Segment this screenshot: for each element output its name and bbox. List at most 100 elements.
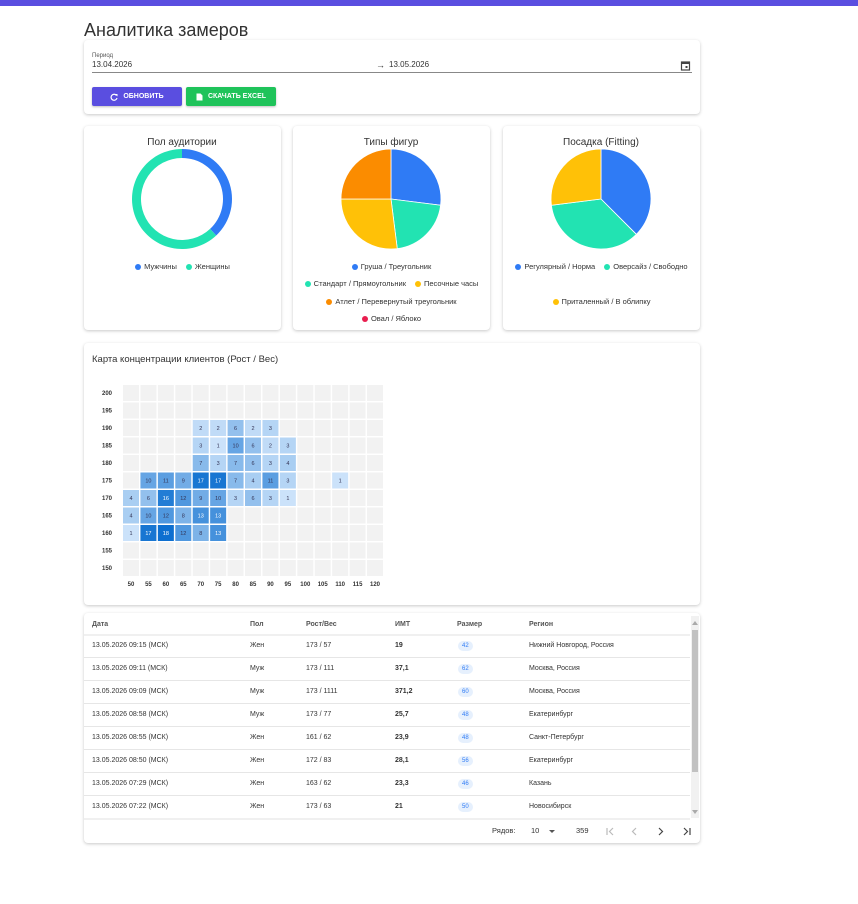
heat-cell <box>332 420 349 436</box>
x-tick-label: 75 <box>215 582 222 588</box>
cell-label: 13 <box>215 531 221 537</box>
table-cell: 21 <box>395 803 403 810</box>
last-page[interactable] <box>683 827 691 836</box>
heat-cell <box>210 385 227 401</box>
heat-cell <box>314 542 331 559</box>
heat-cell <box>262 437 279 454</box>
heat-cell <box>123 402 139 419</box>
heat-cell <box>140 420 157 436</box>
heat-cell <box>279 472 296 489</box>
y-tick-label: 150 <box>102 566 113 572</box>
table-cell: 173 / 111 <box>306 665 335 672</box>
scroll-up[interactable] <box>692 621 698 625</box>
legend-label: Мужчины <box>144 262 177 271</box>
heat-cell <box>210 525 227 541</box>
heat-cell <box>140 560 157 576</box>
total-count: 359 <box>576 826 589 835</box>
pie-slice <box>550 198 637 250</box>
legend-item: Овал / Яблоко <box>361 314 421 324</box>
heat-cell <box>175 455 192 471</box>
table-cell: 28,1 <box>395 757 409 764</box>
column-header: Размер <box>457 621 483 628</box>
table-cell: 13.05.2026 09:11 (МСК) <box>92 665 168 672</box>
heat-cell <box>297 437 314 454</box>
legend-row: Приталенный / В облипку <box>503 297 700 307</box>
cell-label: 3 <box>234 496 237 502</box>
date-underline <box>92 72 692 73</box>
cell-label: 11 <box>163 479 169 485</box>
date-from[interactable]: 13.04.2026 <box>92 60 133 69</box>
heat-cell <box>297 490 314 506</box>
heat-cell <box>349 472 366 489</box>
heat-cell <box>279 560 296 576</box>
heat-cell <box>262 420 279 436</box>
heat-cell <box>210 507 227 524</box>
cell-label: 1 <box>129 531 132 537</box>
heat-cell <box>332 490 349 506</box>
heat-cell <box>245 525 262 541</box>
scroll-down[interactable] <box>692 810 698 814</box>
heat-cell <box>245 455 262 471</box>
heat-cell <box>140 385 157 401</box>
heat-cell <box>210 560 227 576</box>
heat-cell <box>175 385 192 401</box>
heat-cell <box>227 560 244 576</box>
date-to[interactable]: 13.05.2026 <box>389 60 430 69</box>
period-label: Период <box>92 53 114 59</box>
x-tick-label: 100 <box>300 582 311 588</box>
heat-cell <box>227 437 244 454</box>
x-tick-label: 95 <box>285 582 292 588</box>
x-tick-label: 115 <box>353 582 363 588</box>
y-tick-label: 190 <box>102 426 113 432</box>
heat-cell <box>192 560 209 576</box>
chart-title: Карта концентрации клиентов (Рост / Вес) <box>92 354 278 365</box>
legend-item: Стандарт / Прямоугольник <box>304 279 406 289</box>
legend-item: Оверсайз / Свободно <box>604 262 688 272</box>
first-page[interactable] <box>606 827 614 836</box>
heat-cell <box>314 525 331 541</box>
rows-per-page[interactable]: 10 <box>531 826 540 835</box>
heat-cell <box>123 525 139 541</box>
heat-cell <box>367 385 384 401</box>
cell-label: 3 <box>286 444 289 450</box>
heat-cell <box>279 507 296 524</box>
heat-cell <box>245 437 262 454</box>
table-cell: Жен <box>250 780 265 787</box>
heat-cell <box>192 490 209 506</box>
heat-cell <box>314 507 331 524</box>
next-page[interactable] <box>658 827 664 836</box>
cell-label: 12 <box>163 514 169 520</box>
legend-label: Регулярный / Норма <box>524 262 596 271</box>
pie-slice <box>600 148 652 235</box>
calendar-icon[interactable] <box>680 60 691 71</box>
table-cell: 23,9 <box>395 734 409 741</box>
cell-label: 3 <box>217 461 220 467</box>
table-cell: 173 / 77 <box>306 711 332 718</box>
heat-cell <box>349 420 366 436</box>
rows-dropdown-icon[interactable] <box>549 830 555 833</box>
heat-cell <box>192 542 209 559</box>
heat-cell <box>175 542 192 559</box>
table-cell: Москва, Россия <box>529 688 580 695</box>
prev-page[interactable] <box>631 827 637 836</box>
heat-cell <box>314 490 331 506</box>
heat-cell <box>245 402 262 419</box>
excel-button[interactable]: СКАЧАТЬ EXCEL <box>186 87 276 106</box>
table-cell: 172 / 83 <box>306 757 332 764</box>
refresh-button[interactable]: ОБНОВИТЬ <box>92 87 182 106</box>
pagination-icons[interactable] <box>606 827 691 836</box>
table-cell: Жен <box>250 734 265 741</box>
table-cell: Нижний Новгород, Россия <box>529 642 614 649</box>
heat-cell <box>157 437 174 454</box>
cell-label: 12 <box>180 496 186 502</box>
heat-cell <box>349 437 366 454</box>
x-tick-label: 65 <box>180 582 187 588</box>
cell-label: 4 <box>129 496 132 502</box>
cell-label: 10 <box>233 444 239 450</box>
size-badge: 46 <box>458 779 473 789</box>
heat-cell <box>279 420 296 436</box>
pie-slice <box>550 148 602 206</box>
scrollbar-thumb[interactable] <box>692 630 698 772</box>
page-title: Аналитика замеров <box>84 20 249 40</box>
